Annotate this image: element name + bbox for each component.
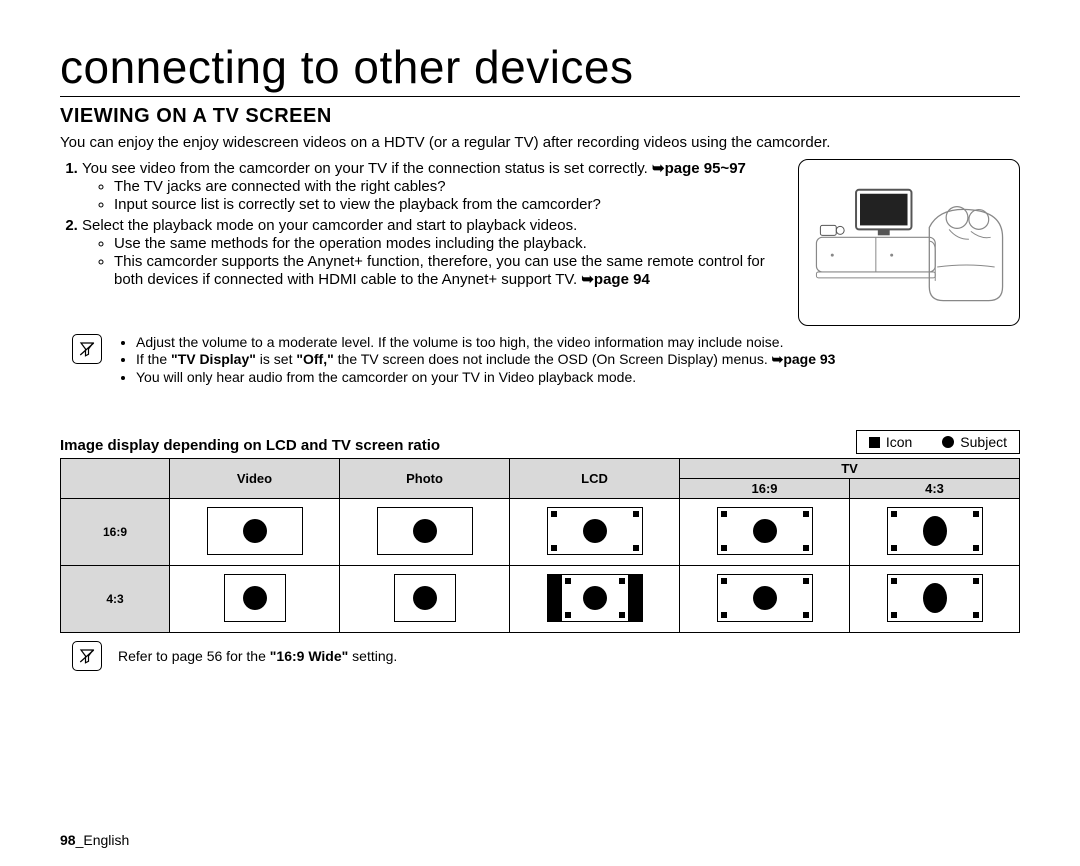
illustration-tv-sofa xyxy=(798,159,1020,326)
note-list: Adjust the volume to a moderate level. I… xyxy=(118,334,835,386)
circle-icon xyxy=(942,436,954,448)
cell-43-video xyxy=(170,566,340,633)
col-photo: Photo xyxy=(340,459,510,499)
cell-169-tv169 xyxy=(680,499,850,566)
page-ref-icon: ➥page 93 xyxy=(772,351,836,367)
row-43: 4:3 xyxy=(61,566,170,633)
cell-169-photo xyxy=(340,499,510,566)
step-2: Select the playback mode on your camcord… xyxy=(82,217,780,288)
page-ref-icon: ➥page 95~97 xyxy=(652,160,746,177)
note-1: Adjust the volume to a moderate level. I… xyxy=(136,334,835,350)
col-lcd: LCD xyxy=(510,459,680,499)
table-title: Image display depending on LCD and TV sc… xyxy=(60,437,440,454)
step-1-bullet-1: The TV jacks are connected with the righ… xyxy=(114,178,780,195)
legend: Icon Subject xyxy=(856,430,1020,454)
col-tv-169: 16:9 xyxy=(680,479,850,499)
cell-43-lcd xyxy=(510,566,680,633)
square-icon xyxy=(869,437,880,448)
row-169: 16:9 xyxy=(61,499,170,566)
page-ref-icon: ➥page 94 xyxy=(581,271,649,288)
step-2-bullet-1: Use the same methods for the operation m… xyxy=(114,235,780,252)
step-1: You see video from the camcorder on your… xyxy=(82,159,780,213)
step-1-bullet-2: Input source list is correctly set to vi… xyxy=(114,196,780,213)
section-title: VIEWING ON A TV SCREEN xyxy=(60,105,1020,128)
step-2-text: Select the playback mode on your camcord… xyxy=(82,217,577,234)
intro-text: You can enjoy the enjoy widescreen video… xyxy=(60,134,1020,151)
step-1-text: You see video from the camcorder on your… xyxy=(82,160,652,177)
cell-169-video xyxy=(170,499,340,566)
cell-43-photo xyxy=(340,566,510,633)
step-2-bullet-2: This camcorder supports the Anynet+ func… xyxy=(114,253,780,288)
col-tv: TV xyxy=(680,459,1020,479)
cell-43-tv43 xyxy=(850,566,1020,633)
note-3: You will only hear audio from the camcor… xyxy=(136,369,835,385)
footnote: Refer to page 56 for the "16:9 Wide" set… xyxy=(118,648,397,664)
page-number: 98 xyxy=(60,832,76,848)
cell-43-tv169 xyxy=(680,566,850,633)
legend-icon-label: Icon xyxy=(886,434,912,450)
cell-169-lcd xyxy=(510,499,680,566)
col-tv-43: 4:3 xyxy=(850,479,1020,499)
cell-169-tv43 xyxy=(850,499,1020,566)
chapter-title: connecting to other devices xyxy=(60,40,1020,97)
note-icon xyxy=(72,641,102,671)
page-footer: 98_English xyxy=(60,832,129,848)
note-2: If the "TV Display" is set "Off," the TV… xyxy=(136,351,835,368)
page-language: English xyxy=(83,832,129,848)
legend-subject-label: Subject xyxy=(960,434,1007,450)
ratio-table: Video Photo LCD TV 16:9 4:3 16:9 4:3 xyxy=(60,458,1020,633)
note-icon xyxy=(72,334,102,364)
col-video: Video xyxy=(170,459,340,499)
